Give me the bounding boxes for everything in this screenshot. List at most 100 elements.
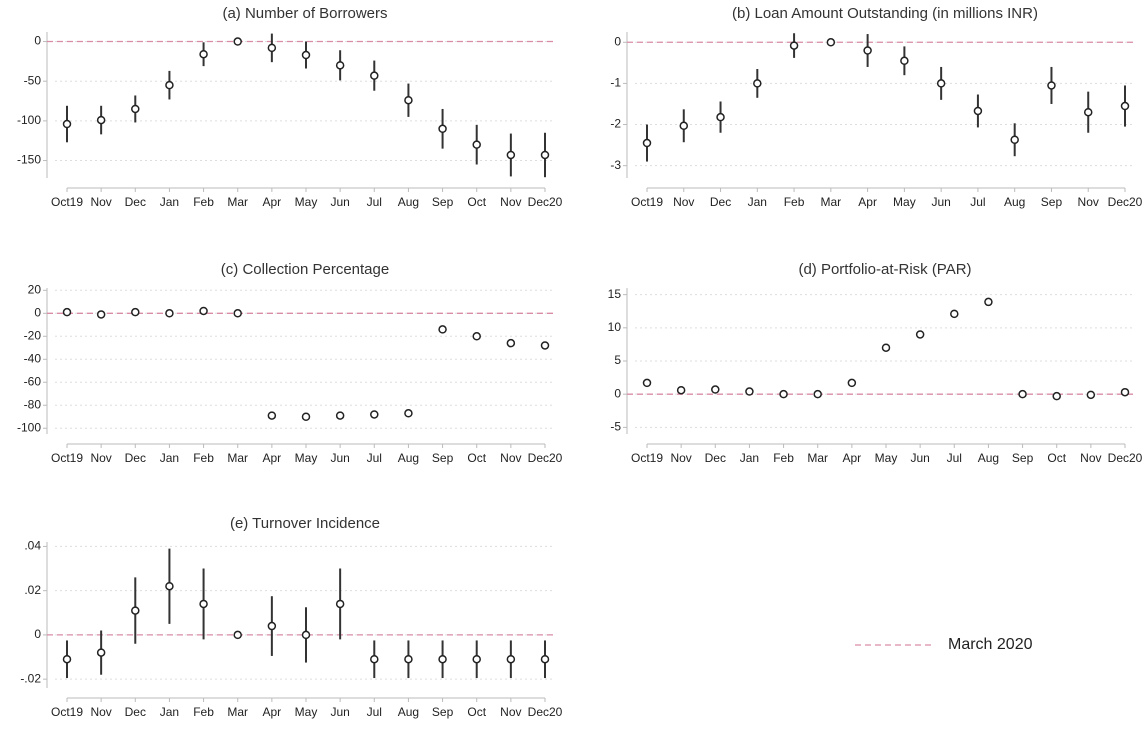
point — [404, 654, 413, 664]
point — [404, 95, 413, 105]
x-tick-label: Sep — [432, 195, 454, 209]
x-tick-label: Nov — [673, 195, 694, 209]
x-tick-label: Jul — [367, 195, 382, 209]
point — [165, 80, 174, 90]
point — [950, 309, 959, 319]
x-tick-label: Sep — [1012, 451, 1034, 465]
point — [62, 307, 72, 317]
point — [642, 378, 652, 388]
y-tick-label: .02 — [24, 583, 41, 597]
x-tick-label: Jul — [367, 451, 382, 465]
point — [779, 389, 788, 399]
y-tick-label: 0 — [34, 305, 41, 319]
point — [1120, 387, 1130, 397]
x-tick-label: Feb — [193, 705, 214, 719]
x-tick-label: Mar — [227, 451, 248, 465]
x-tick-label: Oct19 — [631, 195, 663, 209]
point — [676, 385, 686, 395]
point — [335, 599, 345, 609]
x-tick-label: Oct19 — [51, 195, 83, 209]
point — [936, 79, 946, 88]
x-tick-label: Oct19 — [631, 451, 663, 465]
point — [131, 307, 140, 317]
x-tick-label: Feb — [773, 451, 794, 465]
x-tick-label: Nov — [90, 195, 111, 209]
y-tick-label: 0 — [34, 627, 41, 641]
point — [438, 654, 447, 664]
point — [199, 306, 208, 316]
x-tick-label: Sep — [1041, 195, 1063, 209]
x-tick-label: Jun — [931, 195, 950, 209]
x-tick-label: Oct — [1047, 451, 1066, 465]
x-tick-label: May — [295, 451, 318, 465]
panel-title: (a) Number of Borrowers — [222, 5, 387, 22]
point — [233, 37, 242, 46]
x-tick-label: Apr — [843, 451, 862, 465]
point — [506, 338, 516, 348]
x-tick-label: Jun — [910, 451, 929, 465]
y-tick-label: -.02 — [20, 671, 41, 685]
panel-title: (d) Portfolio-at-Risk (PAR) — [798, 261, 971, 278]
x-tick-label: Dec — [125, 195, 146, 209]
point — [301, 630, 311, 640]
point — [404, 409, 413, 418]
y-tick-label: -80 — [24, 397, 42, 411]
x-tick-label: Aug — [398, 195, 419, 209]
point — [1018, 389, 1027, 399]
point — [679, 121, 689, 131]
x-tick-label: Dec — [125, 451, 146, 465]
y-tick-label: 15 — [608, 287, 622, 301]
point — [370, 71, 379, 80]
point — [1047, 81, 1056, 90]
point — [438, 325, 447, 334]
x-tick-label: Nov — [670, 451, 691, 465]
x-tick-label: Dec — [125, 705, 146, 719]
point — [472, 140, 481, 149]
x-tick-label: Dec20 — [1108, 451, 1143, 465]
point — [789, 41, 799, 50]
x-tick-label: Jan — [160, 195, 179, 209]
y-tick-label: -100 — [17, 113, 41, 127]
point — [540, 150, 550, 160]
y-tick-label: 10 — [608, 320, 622, 334]
x-tick-label: Jun — [330, 195, 349, 209]
point — [267, 411, 277, 420]
point — [863, 46, 872, 55]
x-tick-label: Jul — [970, 195, 985, 209]
point — [1120, 101, 1130, 111]
point — [745, 387, 754, 396]
x-tick-label: Apr — [858, 195, 877, 209]
x-tick-label: Nov — [90, 451, 111, 465]
point — [165, 581, 174, 591]
y-tick-label: -2 — [610, 117, 621, 131]
y-tick-label: -40 — [24, 351, 42, 365]
point — [199, 599, 208, 609]
x-tick-label: Nov — [1078, 195, 1099, 209]
x-tick-label: Apr — [263, 451, 282, 465]
point — [267, 43, 277, 53]
point — [900, 56, 909, 66]
point — [335, 411, 345, 420]
point — [233, 309, 242, 318]
y-tick-label: .04 — [24, 539, 41, 553]
x-tick-label: Oct — [467, 195, 486, 209]
x-tick-label: Dec — [710, 195, 731, 209]
x-tick-label: Oct19 — [51, 451, 83, 465]
point — [1052, 391, 1061, 401]
point — [131, 606, 140, 615]
y-tick-label: 0 — [614, 386, 621, 400]
y-tick-label: -50 — [24, 73, 42, 87]
point — [472, 332, 481, 341]
point — [753, 79, 762, 88]
y-tick-label: -60 — [24, 374, 42, 388]
x-tick-label: Mar — [807, 451, 828, 465]
point — [96, 648, 106, 657]
y-tick-label: -20 — [24, 328, 42, 342]
point — [165, 309, 174, 318]
point — [716, 112, 725, 122]
x-tick-label: Oct — [467, 705, 486, 719]
point — [335, 61, 345, 70]
x-tick-label: Mar — [227, 705, 248, 719]
legend-label: March 2020 — [948, 636, 1033, 653]
y-tick-label: -150 — [17, 153, 41, 167]
